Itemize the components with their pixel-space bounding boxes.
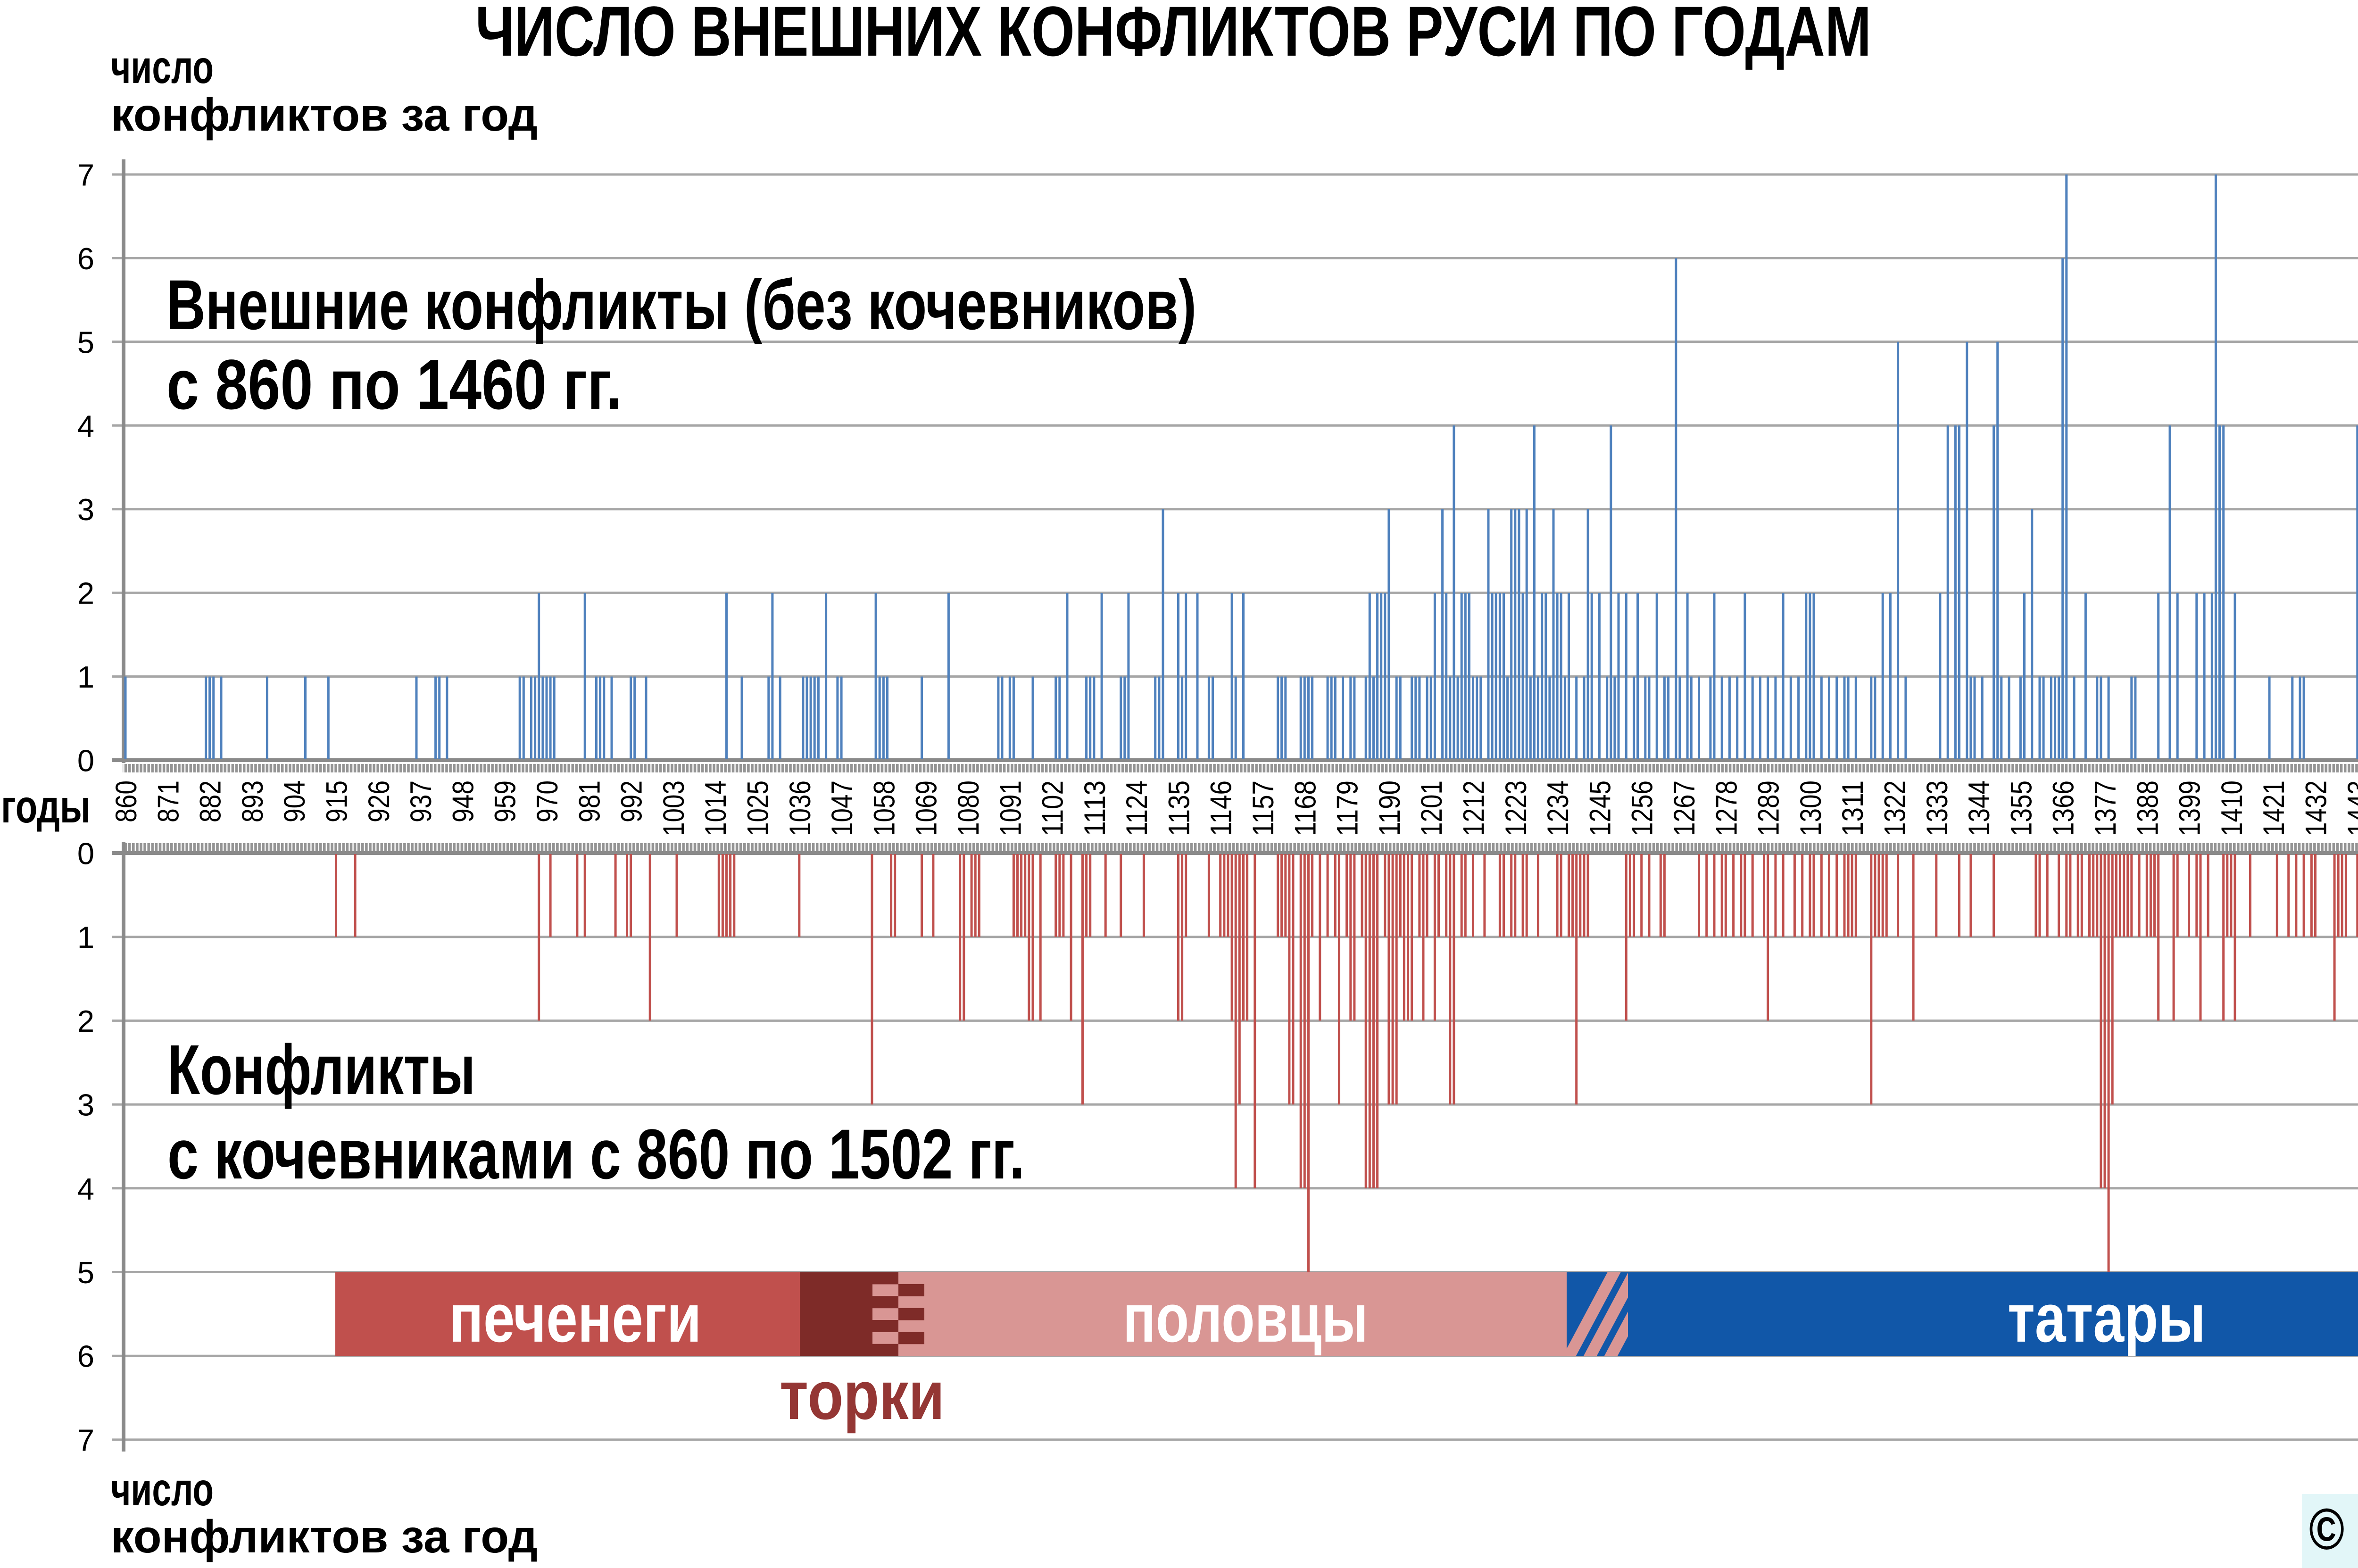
svg-text:1146: 1146 xyxy=(1205,780,1238,836)
svg-text:1333: 1333 xyxy=(1921,780,1954,836)
svg-text:871: 871 xyxy=(152,780,185,822)
svg-text:с 860 по 1460 гг.: с 860 по 1460 гг. xyxy=(166,345,622,424)
svg-text:1003: 1003 xyxy=(657,780,690,836)
svg-text:1410: 1410 xyxy=(2216,780,2249,836)
svg-text:1421: 1421 xyxy=(2258,780,2291,836)
svg-text:948: 948 xyxy=(447,780,480,822)
svg-text:6: 6 xyxy=(77,241,94,276)
svg-text:годы: годы xyxy=(1,780,91,832)
svg-text:1432: 1432 xyxy=(2300,780,2333,836)
svg-text:конфликтов за год: конфликтов за год xyxy=(111,89,538,141)
svg-text:торки: торки xyxy=(780,1357,945,1434)
svg-text:с кочевниками с 860 по 1502 гг: с кочевниками с 860 по 1502 гг. xyxy=(167,1114,1025,1194)
svg-text:2: 2 xyxy=(77,1004,94,1038)
svg-text:1212: 1212 xyxy=(1458,780,1491,836)
svg-text:1344: 1344 xyxy=(1963,780,1996,836)
svg-text:882: 882 xyxy=(194,780,227,822)
svg-text:4: 4 xyxy=(77,409,94,443)
svg-text:1443: 1443 xyxy=(2342,780,2358,836)
svg-text:3: 3 xyxy=(77,1088,94,1122)
svg-text:959: 959 xyxy=(489,780,522,822)
svg-text:1047: 1047 xyxy=(826,780,859,836)
svg-text:1080: 1080 xyxy=(952,780,985,836)
svg-text:0: 0 xyxy=(77,744,94,778)
svg-text:Внешние конфликты (без кочевн: Внешние конфликты (без кочевников) xyxy=(166,265,1196,344)
svg-text:число: число xyxy=(111,1463,214,1515)
svg-text:1399: 1399 xyxy=(2174,780,2207,836)
svg-text:1256: 1256 xyxy=(1626,780,1659,836)
svg-text:5: 5 xyxy=(77,325,94,359)
svg-text:1102: 1102 xyxy=(1037,780,1070,836)
svg-text:1014: 1014 xyxy=(699,780,732,836)
svg-text:981: 981 xyxy=(573,780,606,822)
svg-text:Конфликты: Конфликты xyxy=(167,1030,475,1109)
svg-text:печенеги: печенеги xyxy=(449,1279,702,1356)
svg-text:1267: 1267 xyxy=(1668,780,1701,836)
svg-text:904: 904 xyxy=(278,780,311,822)
svg-text:татары: татары xyxy=(2008,1279,2206,1356)
svg-text:3: 3 xyxy=(77,492,94,527)
svg-text:5: 5 xyxy=(77,1255,94,1290)
svg-text:1190: 1190 xyxy=(1373,780,1406,836)
svg-text:1168: 1168 xyxy=(1289,780,1322,836)
svg-text:4: 4 xyxy=(77,1171,94,1206)
svg-text:1388: 1388 xyxy=(2131,780,2164,836)
svg-text:1311: 1311 xyxy=(1836,780,1869,836)
svg-text:половцы: половцы xyxy=(1123,1279,1368,1356)
svg-text:© Руниверс: © Руниверс xyxy=(2309,1497,2358,1562)
svg-text:1223: 1223 xyxy=(1500,780,1533,836)
svg-text:915: 915 xyxy=(321,780,354,822)
svg-text:1300: 1300 xyxy=(1794,780,1827,836)
svg-text:1322: 1322 xyxy=(1879,780,1912,836)
svg-text:1245: 1245 xyxy=(1584,780,1617,836)
svg-text:1135: 1135 xyxy=(1163,780,1196,836)
svg-text:7: 7 xyxy=(77,158,94,192)
svg-text:1278: 1278 xyxy=(1710,780,1743,836)
svg-text:7: 7 xyxy=(77,1423,94,1457)
svg-text:6: 6 xyxy=(77,1339,94,1374)
svg-text:1058: 1058 xyxy=(868,780,901,836)
svg-text:1289: 1289 xyxy=(1752,780,1785,836)
svg-text:1025: 1025 xyxy=(742,780,775,836)
svg-text:1157: 1157 xyxy=(1247,780,1280,836)
svg-text:число: число xyxy=(111,41,214,93)
svg-text:937: 937 xyxy=(405,780,438,822)
svg-text:ЧИСЛО ВНЕШНИХ КОНФЛИКТОВ РУСИ: ЧИСЛО ВНЕШНИХ КОНФЛИКТОВ РУСИ ПО ГОДАМ xyxy=(475,0,1871,71)
svg-text:1: 1 xyxy=(77,660,94,694)
svg-text:1355: 1355 xyxy=(2005,780,2038,836)
svg-text:1124: 1124 xyxy=(1121,780,1154,836)
svg-text:1234: 1234 xyxy=(1542,780,1575,836)
svg-text:0: 0 xyxy=(77,837,94,871)
svg-text:1377: 1377 xyxy=(2089,780,2122,836)
svg-text:конфликтов за год: конфликтов за год xyxy=(111,1510,538,1562)
svg-text:860: 860 xyxy=(110,780,143,822)
svg-text:1201: 1201 xyxy=(1415,780,1448,836)
svg-text:970: 970 xyxy=(531,780,564,822)
svg-text:926: 926 xyxy=(363,780,396,822)
svg-text:1179: 1179 xyxy=(1331,780,1364,836)
svg-text:992: 992 xyxy=(615,780,648,822)
svg-text:1036: 1036 xyxy=(784,780,817,836)
svg-text:1113: 1113 xyxy=(1079,780,1112,836)
svg-text:1091: 1091 xyxy=(994,780,1027,836)
svg-text:1: 1 xyxy=(77,920,94,954)
svg-text:1366: 1366 xyxy=(2047,780,2080,836)
svg-text:1069: 1069 xyxy=(910,780,943,836)
svg-text:893: 893 xyxy=(236,780,269,822)
svg-text:2: 2 xyxy=(77,576,94,611)
